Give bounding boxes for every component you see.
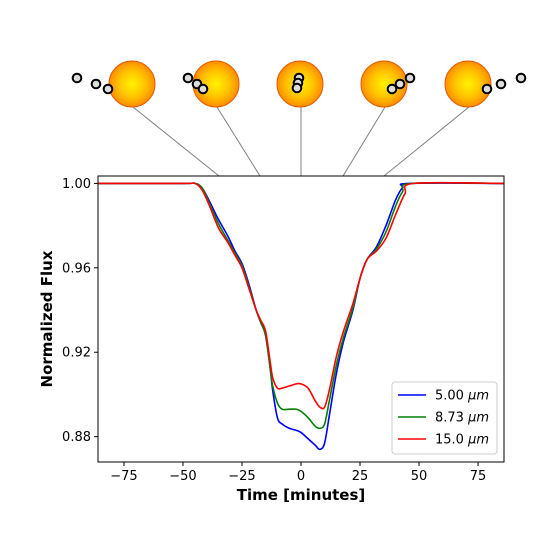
legend-entry-label: 5.00 μm (435, 389, 489, 404)
x-tick-label: −50 (169, 469, 196, 484)
moon-marker (394, 78, 406, 90)
transit-diagram (71, 60, 527, 177)
moon-marker (386, 83, 398, 95)
series-group (98, 181, 504, 451)
moon-marker (197, 83, 209, 95)
legend-box (391, 381, 498, 455)
connector-line (132, 106, 220, 177)
y-axis: 0.88 0.92 0.96 1.00 (62, 177, 98, 445)
star-disk (444, 60, 492, 108)
y-axis-label: Normalized Flux (38, 250, 56, 387)
moon-marker (291, 82, 303, 94)
x-tick-label: 25 (352, 469, 369, 484)
moon-marker (71, 72, 83, 84)
connector-line (216, 106, 261, 177)
legend-entry-label: 8.73 μm (435, 411, 489, 426)
y-tick-label: 0.96 (62, 261, 91, 276)
x-tick-label: −75 (110, 469, 137, 484)
series-line-2 (98, 181, 504, 410)
y-tick-label: 0.92 (62, 346, 91, 361)
connector-line (383, 106, 470, 177)
legend: 5.00 μm 8.73 μm 15.0 μm (391, 381, 498, 455)
x-tick-label: −25 (228, 469, 255, 484)
moon-marker (102, 83, 114, 95)
connector-line (342, 106, 386, 177)
moon-marker (495, 78, 507, 90)
x-axis-label: Time [minutes] (237, 486, 366, 504)
moon-marker (481, 83, 493, 95)
moon-marker (404, 72, 416, 84)
moon-marker (182, 72, 194, 84)
y-tick-label: 0.88 (62, 430, 91, 445)
x-tick-label: 75 (470, 469, 487, 484)
moon-marker (515, 72, 527, 84)
legend-entry-label: 15.0 μm (435, 433, 489, 448)
moon-marker (90, 78, 102, 90)
y-tick-label: 1.00 (62, 177, 91, 192)
star-disk (108, 60, 156, 108)
x-axis: −75 −50 −25 0 25 50 75 (110, 462, 486, 484)
x-tick-label: 50 (411, 469, 428, 484)
star-disk (360, 60, 408, 108)
x-tick-label: 0 (297, 469, 305, 484)
